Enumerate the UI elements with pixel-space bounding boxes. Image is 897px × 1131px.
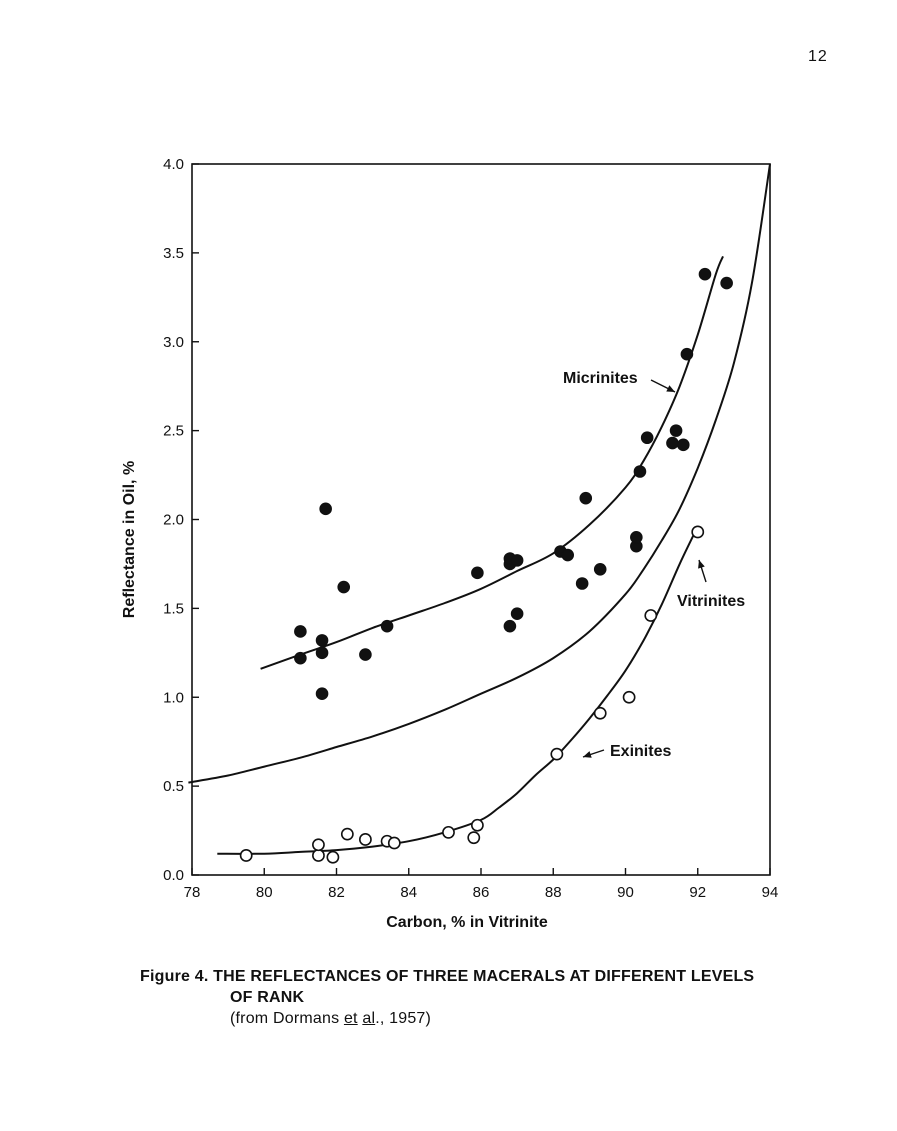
y-tick-label: 1.0 (163, 689, 184, 706)
point-exinites (442, 825, 455, 839)
axes: 78 80 82 84 86 88 90 92 94 0.0 0.5 1.0 1.5 2.0 2.5 3.0 3… (163, 156, 778, 901)
point-micrinites (720, 276, 733, 290)
point-micrinites (503, 619, 517, 633)
point-micrinites (640, 431, 654, 445)
figure-caption: Figure 4. THE REFLECTANCES OF THREE MACE… (140, 966, 754, 1029)
point-micrinites (315, 687, 329, 700)
point-micrinites (698, 267, 712, 281)
annotation-micrinites: Micrinites (563, 370, 638, 387)
point-micrinites (471, 566, 484, 580)
arrow-exinites-head (583, 751, 592, 758)
point-micrinites (575, 577, 589, 590)
plot-frame (191, 163, 771, 876)
page-number: 12 (808, 48, 828, 65)
point-micrinites (294, 651, 307, 665)
y-tick-label: 0.0 (163, 867, 184, 884)
point-exinites (312, 838, 325, 852)
caption-title: Figure 4. THE REFLECTANCES OF THREE MACE… (140, 968, 755, 985)
arrow-vitrinites-head (698, 560, 705, 569)
point-micrinites (633, 465, 647, 478)
x-tick-label: 82 (328, 884, 345, 901)
point-micrinites (561, 548, 575, 562)
point-exinites (387, 836, 401, 850)
point-micrinites (680, 347, 694, 361)
point-micrinites (380, 619, 394, 633)
caption-source-open: (from Dormans (230, 1010, 344, 1027)
caption-source-close: ., 1957) (375, 1010, 432, 1027)
x-tick-label: 90 (617, 884, 634, 901)
x-tick-label: 92 (689, 884, 706, 901)
point-exinites (239, 849, 253, 862)
point-exinites (467, 831, 481, 845)
point-exinites (593, 706, 607, 720)
caption-source: (from Dormans et al., 1957) (140, 1008, 754, 1029)
caption-source-al: al (362, 1010, 376, 1027)
y-tick-label: 2.0 (163, 512, 184, 529)
point-micrinites (359, 648, 372, 661)
point-micrinites (666, 436, 679, 450)
reflectance-chart: 78 80 82 84 86 88 90 92 94 0.0 0.5 1.0 1.5 2.0 2.5 3.0 3… (121, 156, 778, 931)
y-tick-label: 3.0 (163, 334, 184, 351)
curve-exinites (217, 526, 699, 855)
point-exinites (340, 827, 354, 841)
arrow-exinites (582, 749, 605, 758)
x-tick-label: 84 (400, 884, 417, 901)
point-micrinites (315, 646, 329, 660)
point-exinites (358, 833, 372, 846)
annotation-exinites: Exinites (610, 743, 671, 760)
point-micrinites (319, 502, 332, 516)
x-tick-label: 94 (762, 884, 779, 901)
x-tick-label: 80 (256, 884, 273, 901)
y-axis-title: Reflectance in Oil, % (121, 461, 138, 618)
point-exinites (326, 850, 340, 864)
annotation-vitrinites: Vitrinites (677, 593, 745, 610)
y-tick-label: 0.5 (163, 778, 184, 795)
curve-micrinites (260, 256, 724, 670)
y-tick-label: 4.0 (163, 156, 184, 173)
point-micrinites (630, 530, 643, 544)
point-micrinites (677, 438, 690, 452)
caption-source-et: et (343, 1010, 358, 1027)
x-tick-label: 86 (473, 884, 490, 901)
y-tick-label: 3.5 (163, 245, 184, 262)
point-exinites (312, 849, 325, 862)
caption-title-cont: OF RANK (230, 989, 305, 1006)
arrow-micrinites (650, 379, 676, 393)
point-micrinites (337, 580, 351, 594)
fitted-curves (188, 163, 771, 855)
data-points (239, 267, 733, 864)
annotations: Micrinites Vitrinites Exinites (563, 370, 745, 760)
point-micrinites (593, 562, 607, 576)
y-tick-label: 1.5 (163, 600, 184, 617)
x-axis-title: Carbon, % in Vitrinite (386, 914, 548, 931)
point-micrinites (510, 554, 524, 567)
point-exinites (622, 690, 636, 704)
point-micrinites (294, 625, 307, 638)
point-micrinites (579, 491, 593, 505)
x-tick-label: 78 (184, 884, 201, 901)
point-micrinites (315, 634, 329, 647)
point-exinites (691, 525, 705, 539)
point-micrinites (510, 607, 524, 621)
point-exinites (470, 818, 484, 832)
arrow-micrinites-head (666, 385, 675, 392)
arrow-vitrinites (698, 559, 707, 583)
point-micrinites (669, 424, 683, 437)
point-exinites (550, 747, 564, 761)
y-tick-label: 2.5 (163, 423, 184, 440)
curve-vitrinites (188, 163, 771, 784)
point-exinites (644, 609, 658, 622)
x-tick-label: 88 (545, 884, 562, 901)
